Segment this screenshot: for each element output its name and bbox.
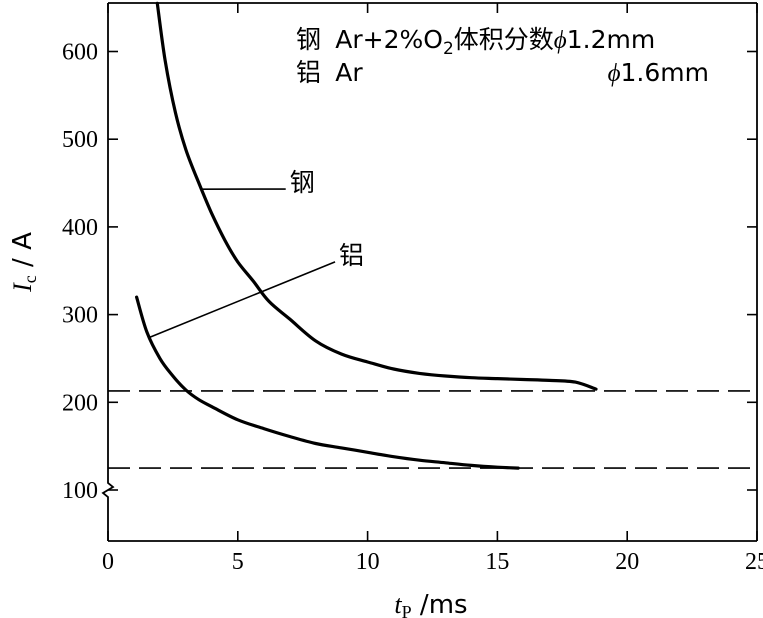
y-axis-title: Ic / A: [8, 232, 40, 293]
y-tick-label: 300: [62, 303, 98, 329]
x-axis-unit: /ms: [412, 590, 468, 618]
series-curves: [135, 1, 598, 470]
x-axis-title: tP /ms: [394, 590, 467, 618]
legend-row-2-material: 铝: [296, 58, 321, 87]
legend-row-2-gas: Ar: [335, 58, 363, 87]
y-axis-symbol: I: [8, 282, 37, 293]
legend-row-1-gas-sub: 2: [443, 39, 454, 59]
annotations: 钢铝: [149, 168, 364, 339]
y-tick-label: 100: [62, 478, 98, 504]
annotation-leader-2: [149, 261, 336, 339]
x-axis-subscript: P: [402, 602, 412, 618]
reference-lines: [108, 390, 757, 469]
legend-row-1-phi: ϕ: [554, 27, 567, 54]
y-tick-label: 200: [62, 390, 98, 416]
x-tick-label: 20: [615, 549, 639, 575]
legend-row-2-right: ϕ1.6mm: [608, 58, 709, 87]
series-line-1: [155, 1, 598, 391]
y-tick-label: 600: [62, 40, 98, 66]
x-tick-label: 25: [745, 549, 763, 575]
x-tick-label: 15: [485, 549, 509, 575]
x-tick-label: 0: [102, 549, 114, 575]
series-line-2: [135, 295, 520, 470]
annotation-label-2: 铝: [339, 241, 364, 270]
y-tick-label: 400: [62, 215, 98, 241]
y-axis-break: [101, 473, 115, 541]
legend-row-2-left: 铝 Ar: [296, 58, 363, 87]
legend-row-1-diameter: 1.2mm: [567, 25, 655, 54]
y-tick-label: 500: [62, 127, 98, 153]
legend: 钢 Ar+2%O2体积分数ϕ1.2mm 铝 Ar ϕ1.6mm: [296, 25, 709, 87]
annotation-label-1: 钢: [290, 168, 315, 197]
axis-ticks: 0 5 10 15 20 25 100 200 300 400 500 600: [62, 3, 763, 575]
y-axis-unit: / A: [8, 232, 38, 275]
y-axis-subscript: c: [20, 275, 40, 283]
x-tick-label: 10: [356, 549, 380, 575]
x-axis-symbol: t: [394, 590, 402, 618]
legend-row-2-phi: ϕ: [608, 60, 621, 87]
legend-row-1-material: 钢: [296, 25, 321, 54]
legend-row-1-gas: Ar+2%O: [335, 25, 443, 54]
legend-row-2-diameter: 1.6mm: [621, 58, 709, 87]
legend-row-1-note: 体积分数: [454, 25, 554, 54]
legend-row-1: 钢 Ar+2%O2体积分数ϕ1.2mm: [296, 25, 655, 59]
x-tick-label: 5: [232, 549, 244, 575]
